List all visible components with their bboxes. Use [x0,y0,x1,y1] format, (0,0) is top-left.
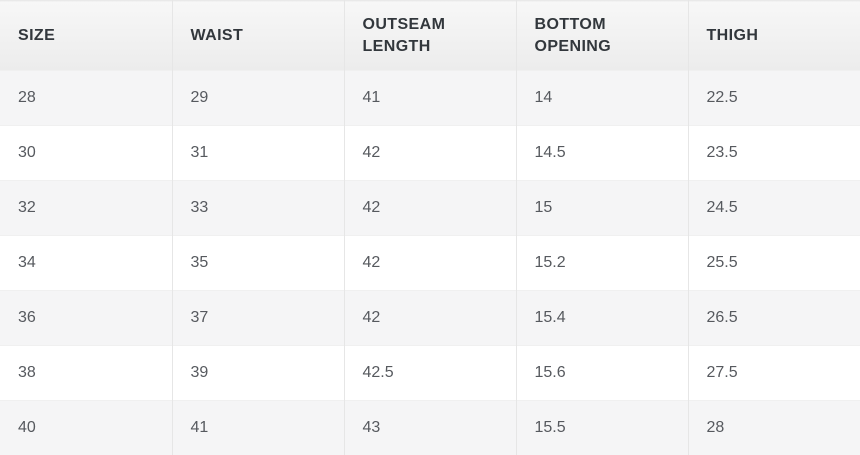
cell-bottom-opening: 15.4 [515,290,688,346]
cell-bottom-opening: 15.6 [515,345,688,401]
table-row: 30 31 42 14.5 23.5 [0,125,860,181]
cell-size: 30 [0,125,172,181]
table-row: 32 33 42 15 24.5 [0,180,860,236]
cell-outseam-length: 42 [343,180,516,236]
cell-waist: 39 [171,345,344,401]
cell-thigh: 25.5 [687,235,860,291]
cell-outseam-length: 42 [343,125,516,181]
cell-waist: 35 [171,235,344,291]
cell-size: 40 [0,400,172,455]
table-row: 34 35 42 15.2 25.5 [0,235,860,291]
column-header-thigh: THIGH [687,0,860,71]
cell-size: 32 [0,180,172,236]
cell-thigh: 28 [687,400,860,455]
column-header-waist: WAIST [171,0,344,71]
cell-bottom-opening: 15.2 [515,235,688,291]
cell-waist: 41 [171,400,344,455]
cell-size: 36 [0,290,172,346]
table-header: SIZE WAIST OUTSEAM LENGTH BOTTOM OPENING… [0,0,860,71]
column-header-bottom-opening: BOTTOM OPENING [515,0,688,71]
table-body: 28 29 41 14 22.5 30 31 42 14.5 23.5 32 3… [0,70,860,455]
cell-outseam-length: 42 [343,235,516,291]
cell-outseam-length: 43 [343,400,516,455]
cell-waist: 31 [171,125,344,181]
column-header-size: SIZE [0,0,172,71]
table-row: 38 39 42.5 15.6 27.5 [0,345,860,401]
cell-bottom-opening: 14 [515,70,688,126]
cell-thigh: 22.5 [687,70,860,126]
cell-waist: 29 [171,70,344,126]
cell-bottom-opening: 15.5 [515,400,688,455]
cell-thigh: 24.5 [687,180,860,236]
cell-size: 28 [0,70,172,126]
cell-waist: 33 [171,180,344,236]
cell-thigh: 26.5 [687,290,860,346]
cell-size: 34 [0,235,172,291]
cell-waist: 37 [171,290,344,346]
cell-thigh: 23.5 [687,125,860,181]
table-row: 28 29 41 14 22.5 [0,70,860,126]
table-row: 40 41 43 15.5 28 [0,400,860,455]
cell-bottom-opening: 14.5 [515,125,688,181]
cell-bottom-opening: 15 [515,180,688,236]
cell-thigh: 27.5 [687,345,860,401]
column-header-outseam-length: OUTSEAM LENGTH [343,0,516,71]
table-header-row: SIZE WAIST OUTSEAM LENGTH BOTTOM OPENING… [0,0,860,71]
cell-outseam-length: 42 [343,290,516,346]
cell-outseam-length: 42.5 [343,345,516,401]
cell-outseam-length: 41 [343,70,516,126]
cell-size: 38 [0,345,172,401]
table-row: 36 37 42 15.4 26.5 [0,290,860,346]
